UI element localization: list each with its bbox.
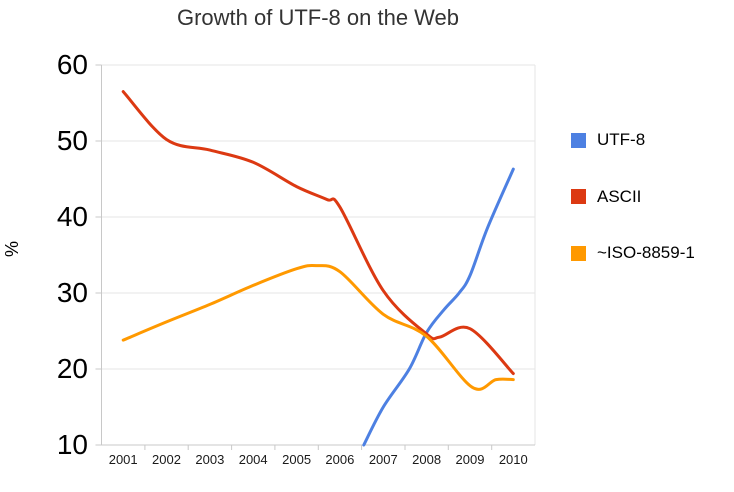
series-line-utf-8 (362, 167, 515, 447)
x-axis-label: 2001 (108, 452, 138, 467)
legend-swatch-iso-8859-1 (571, 245, 586, 261)
legend-item-iso-8859-1: ~ISO-8859-1 (571, 243, 695, 263)
y-axis-label: 40 (56, 201, 88, 232)
x-axis-label: 2007 (368, 452, 398, 467)
legend-item-label: ~ISO-8859-1 (597, 243, 695, 262)
x-axis-label: 2004 (238, 452, 268, 467)
legend-item-utf-8: UTF-8 (571, 130, 645, 150)
series-line-ascii (121, 90, 515, 376)
chart-title: Growth of UTF-8 on the Web (176, 5, 460, 30)
legend-item-label: ASCII (597, 186, 642, 206)
x-axis-label: 2003 (195, 452, 225, 467)
x-axis-label: 2009 (455, 452, 485, 467)
x-axis-label: 2008 (412, 452, 442, 467)
series-line-iso-8859-1 (121, 263, 515, 391)
x-axis-label: 2006 (325, 452, 355, 467)
legend-item-label: UTF-8 (597, 130, 646, 149)
y-axis-label: 20 (56, 353, 88, 384)
legend-swatch-ascii (571, 189, 586, 204)
y-axis-label: 50 (56, 125, 88, 156)
x-axis-label: 2010 (498, 452, 528, 467)
y-axis-label: 60 (56, 49, 88, 80)
legend-item-ascii: ASCII (571, 187, 641, 207)
legend-swatch-utf-8 (571, 132, 586, 148)
x-axis-label: 2002 (152, 452, 181, 467)
y-axis-label: 10 (56, 429, 88, 460)
x-axis-label: 2005 (282, 452, 312, 467)
y-axis-label: 30 (56, 277, 88, 308)
